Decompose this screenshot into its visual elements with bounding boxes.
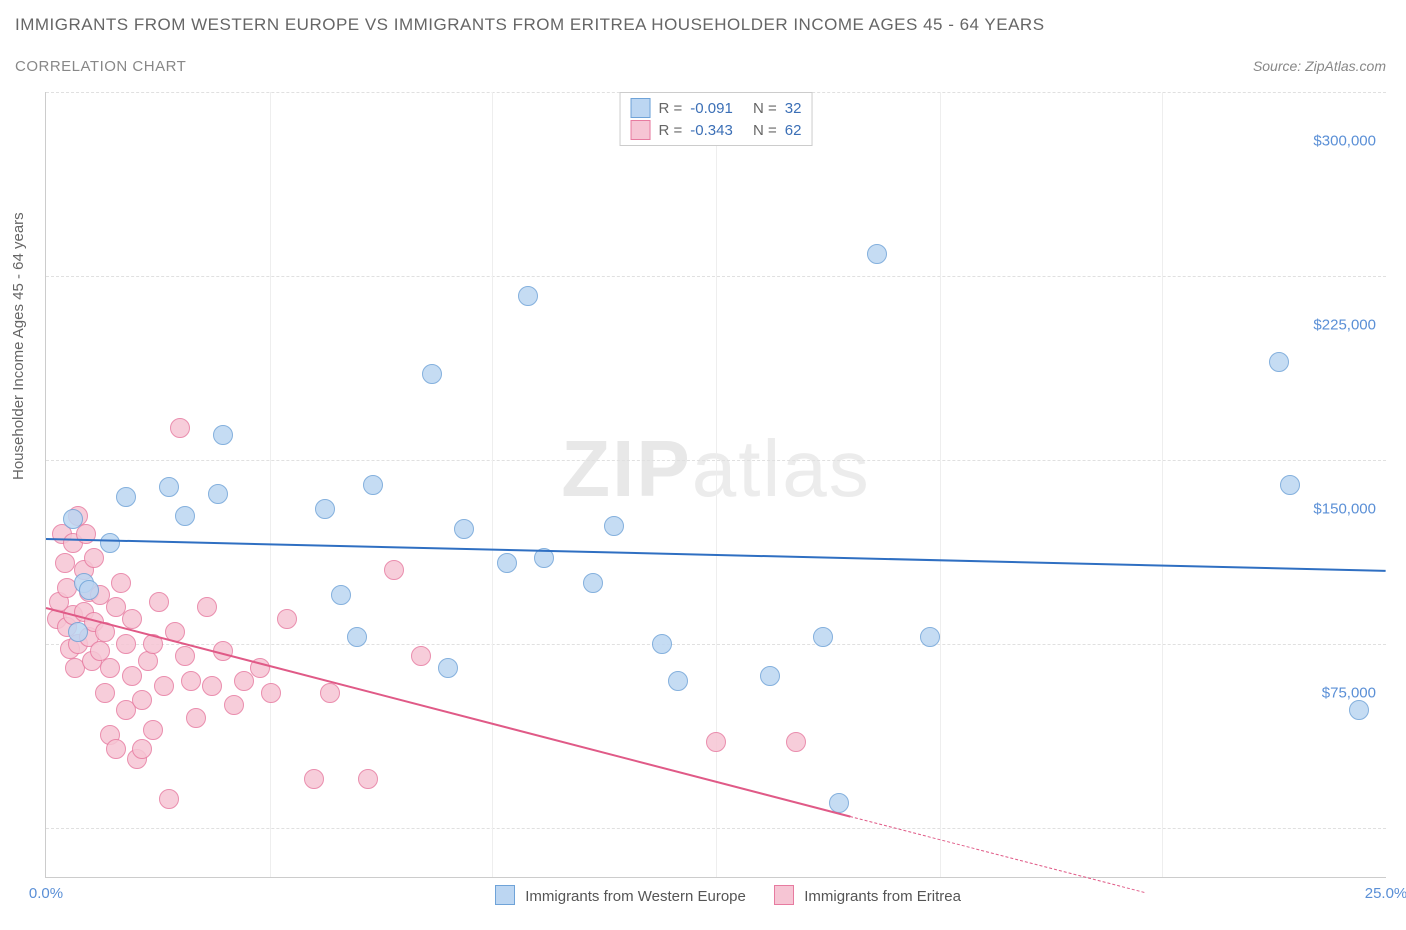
stats-row-series-0: R = -0.091 N = 32 <box>631 97 802 119</box>
data-point <box>213 425 233 445</box>
data-point <box>175 506 195 526</box>
r-value-series-1: -0.343 <box>690 122 733 139</box>
source-label: Source: ZipAtlas.com <box>1253 58 1386 74</box>
data-point <box>422 364 442 384</box>
data-point <box>320 683 340 703</box>
x-tick-label: 0.0% <box>29 885 63 902</box>
n-label: N = <box>753 100 777 117</box>
swatch-series-0 <box>631 98 651 118</box>
data-point <box>497 553 517 573</box>
chart-title: IMMIGRANTS FROM WESTERN EUROPE VS IMMIGR… <box>15 15 1045 35</box>
data-point <box>1349 700 1369 720</box>
data-point <box>261 683 281 703</box>
stats-legend: R = -0.091 N = 32 R = -0.343 N = 62 <box>620 92 813 146</box>
series-0-name: Immigrants from Western Europe <box>525 888 746 905</box>
data-point <box>100 533 120 553</box>
data-point <box>813 627 833 647</box>
data-point <box>604 516 624 536</box>
chart-subtitle: CORRELATION CHART <box>15 58 186 75</box>
data-point <box>95 683 115 703</box>
data-point <box>867 244 887 264</box>
data-point <box>132 739 152 759</box>
grid-line-v <box>492 92 493 877</box>
data-point <box>63 509 83 529</box>
data-point <box>159 477 179 497</box>
data-point <box>106 739 126 759</box>
y-tick-label: $225,000 <box>1313 317 1376 334</box>
data-point <box>706 732 726 752</box>
data-point <box>138 651 158 671</box>
plot-area: ZIPatlas R = -0.091 N = 32 R = -0.343 N … <box>45 92 1386 878</box>
data-point <box>111 573 131 593</box>
data-point <box>786 732 806 752</box>
data-point <box>384 560 404 580</box>
data-point <box>347 627 367 647</box>
stats-row-series-1: R = -0.343 N = 62 <box>631 119 802 141</box>
r-value-series-0: -0.091 <box>690 100 733 117</box>
data-point <box>363 475 383 495</box>
data-point <box>438 658 458 678</box>
data-point <box>1280 475 1300 495</box>
chart-container: IMMIGRANTS FROM WESTERN EUROPE VS IMMIGR… <box>0 0 1406 930</box>
data-point <box>68 622 88 642</box>
data-point <box>411 646 431 666</box>
n-value-series-1: 62 <box>785 122 802 139</box>
y-tick-label: $300,000 <box>1313 133 1376 150</box>
n-label: N = <box>753 122 777 139</box>
data-point <box>159 789 179 809</box>
series-legend: Immigrants from Western Europe Immigrant… <box>46 885 1386 905</box>
watermark-bold: ZIP <box>561 424 691 513</box>
data-point <box>79 580 99 600</box>
swatch-series-0 <box>495 885 515 905</box>
y-axis-label: Householder Income Ages 45 - 64 years <box>10 212 27 480</box>
data-point <box>518 286 538 306</box>
data-point <box>100 658 120 678</box>
data-point <box>143 720 163 740</box>
grid-line-v <box>940 92 941 877</box>
y-tick-label: $150,000 <box>1313 501 1376 518</box>
data-point <box>154 676 174 696</box>
r-label: R = <box>659 122 683 139</box>
y-tick-label: $75,000 <box>1322 685 1376 702</box>
watermark-thin: atlas <box>692 424 871 513</box>
data-point <box>652 634 672 654</box>
grid-line-v <box>270 92 271 877</box>
trend-line <box>46 607 850 817</box>
data-point <box>186 708 206 728</box>
data-point <box>116 487 136 507</box>
x-tick-label: 25.0% <box>1365 885 1406 902</box>
data-point <box>224 695 244 715</box>
grid-line-v <box>1162 92 1163 877</box>
data-point <box>197 597 217 617</box>
n-value-series-0: 32 <box>785 100 802 117</box>
data-point <box>175 646 195 666</box>
data-point <box>208 484 228 504</box>
data-point <box>116 634 136 654</box>
data-point <box>132 690 152 710</box>
data-point <box>1269 352 1289 372</box>
grid-line-v <box>716 92 717 877</box>
data-point <box>583 573 603 593</box>
data-point <box>760 666 780 686</box>
data-point <box>331 585 351 605</box>
data-point <box>202 676 222 696</box>
series-1-name: Immigrants from Eritrea <box>804 888 961 905</box>
data-point <box>304 769 324 789</box>
data-point <box>55 553 75 573</box>
data-point <box>315 499 335 519</box>
swatch-series-1 <box>774 885 794 905</box>
data-point <box>149 592 169 612</box>
data-point <box>84 548 104 568</box>
data-point <box>920 627 940 647</box>
swatch-series-1 <box>631 120 651 140</box>
data-point <box>277 609 297 629</box>
data-point <box>668 671 688 691</box>
data-point <box>170 418 190 438</box>
data-point <box>358 769 378 789</box>
data-point <box>181 671 201 691</box>
data-point <box>454 519 474 539</box>
r-label: R = <box>659 100 683 117</box>
data-point <box>122 666 142 686</box>
